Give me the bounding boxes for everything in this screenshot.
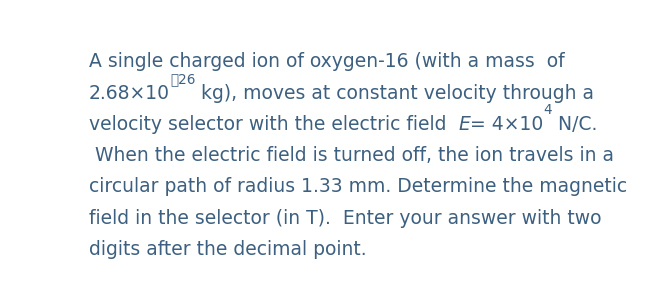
Text: velocity selector with the electric field: velocity selector with the electric fiel…	[89, 115, 458, 134]
Text: 4: 4	[544, 103, 552, 117]
Text: kg), moves at constant velocity through a: kg), moves at constant velocity through …	[196, 84, 595, 103]
Text: field in the selector (in T).  Enter your answer with two: field in the selector (in T). Enter your…	[89, 209, 602, 228]
Text: A single charged ion of oxygen-16 (with a mass  of: A single charged ion of oxygen-16 (with …	[89, 52, 565, 71]
Text: E: E	[458, 115, 471, 134]
Text: circular path of radius 1.33 mm. Determine the magnetic: circular path of radius 1.33 mm. Determi…	[89, 178, 627, 197]
Text: ⁲26: ⁲26	[170, 72, 196, 86]
Text: When the electric field is turned off, the ion travels in a: When the electric field is turned off, t…	[89, 146, 614, 165]
Text: = 4×10: = 4×10	[471, 115, 544, 134]
Text: 2.68×10: 2.68×10	[89, 84, 170, 103]
Text: N/C.: N/C.	[552, 115, 598, 134]
Text: digits after the decimal point.: digits after the decimal point.	[89, 240, 366, 259]
